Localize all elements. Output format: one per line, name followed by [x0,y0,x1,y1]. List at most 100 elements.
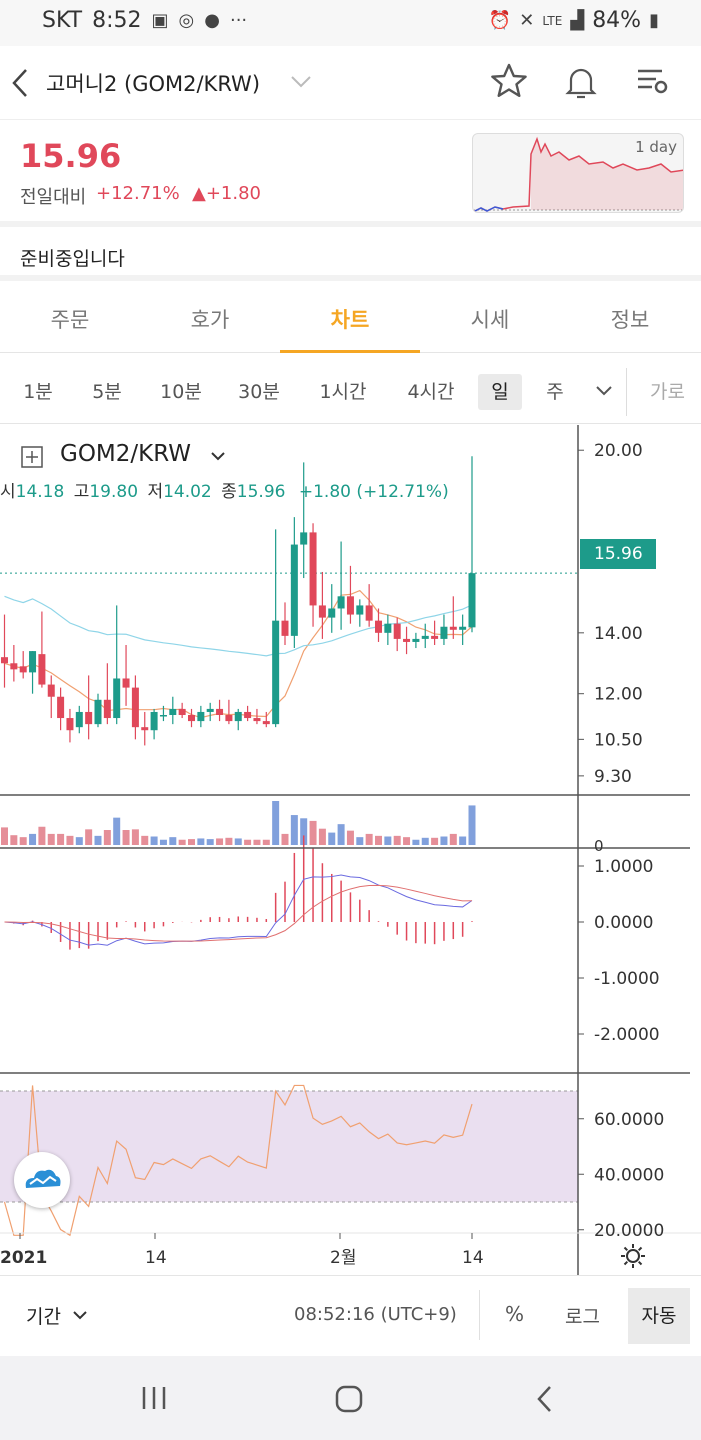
price-tick-label: 20.00 [594,441,643,461]
signal-icon: ▟ [570,10,585,31]
message-icon: ● [204,10,220,31]
interval-day[interactable]: 일 [478,374,522,410]
candle-body [244,711,252,719]
interval-more-icon[interactable] [594,384,614,398]
volume-bar [1,827,8,845]
volume-bar [253,839,261,845]
back-nav-icon[interactable] [534,1384,556,1414]
chart-canvas[interactable]: 20.00 14.00 12.00 10.50 9.30 0 1.0000 0.0000 -1.… [0,425,701,1275]
auto-button[interactable]: 자동 [628,1288,690,1344]
notice-text: 준비중입니다 [20,248,125,270]
tab-market[interactable]: 시세 [470,308,510,332]
candle-body [421,635,429,639]
candle-body [47,684,55,697]
candle-body [103,699,111,719]
tab-chart[interactable]: 차트 [330,308,370,332]
period-button[interactable]: 기간 [26,1306,61,1328]
volume-bar [440,836,448,845]
candle-body [234,711,242,722]
volume-bar [188,839,195,845]
volume-bar [10,835,18,845]
interval-30m[interactable]: 30분 [238,381,280,403]
candle-body [459,626,467,630]
macd-signal-line [4,884,473,942]
volume-bar [318,828,326,845]
volume-bar [159,839,167,845]
volume-bar [94,835,102,845]
close-label: 종 [221,482,237,502]
candle-body [375,620,382,633]
low-label: 저 [147,482,164,502]
price-section: 15.96 전일대비 +12.71% ▲+1.80 1 day [0,121,701,227]
ma-long-line [4,595,473,657]
open-value: 14.18 [15,482,65,502]
date-tick-label: 2월 [330,1248,356,1268]
page-title: 고머니2 (GOM2/KRW) [46,72,261,96]
back-arrow-icon[interactable] [8,66,32,100]
volume-bar [281,833,289,845]
volume-bar [150,836,158,845]
candle-body [150,711,158,731]
volume-bar [375,835,382,845]
interval-1h[interactable]: 1시간 [319,381,367,403]
mini-chart-label: 1 day [635,138,677,156]
bottom-toolbar: 기간 08:52:16 (UTC+9) % 로그 자동 [0,1275,701,1355]
symbol-chevron-icon[interactable] [210,451,226,463]
period-chevron-icon[interactable] [72,1310,88,1322]
current-price: 15.96 [20,137,122,175]
ohlc-legend: 시14.18 고19.80 저14.02 종15.96 +1.80 (+12.7… [0,477,449,502]
tab-info[interactable]: 정보 [610,308,650,332]
mini-chart[interactable]: 1 day [472,133,684,213]
candle-body [131,687,139,728]
close-value: 15.96 [236,482,286,502]
more-icon: ··· [229,10,248,31]
candle-body [66,718,74,731]
volume-bar [19,837,27,845]
interval-1m[interactable]: 1분 [23,381,53,403]
volume-bar [272,801,280,845]
home-icon[interactable] [334,1384,364,1414]
interval-week[interactable]: 주 [546,381,564,403]
carrier-text: SKT [42,8,83,33]
macd-tick-label: -2.0000 [594,1025,660,1045]
volume-bar [225,837,233,845]
candle-body [449,626,457,630]
volume-tick-label: 0 [594,837,604,855]
candle-body [85,711,93,725]
candle-body [94,699,102,725]
candle-body [440,626,448,639]
chart-area[interactable]: 20.00 14.00 12.00 10.50 9.30 0 1.0000 0.0000 -1.… [0,425,701,1275]
settings-list-icon[interactable] [636,66,670,96]
tradingview-logo[interactable] [14,1152,70,1208]
volume-bar [468,805,476,845]
log-button[interactable]: 로그 [565,1306,600,1328]
candle-body [468,573,476,628]
volume-bar [393,835,401,845]
chart-settings-icon[interactable] [620,1243,646,1269]
network-text: LTE [542,13,563,28]
interval-4h[interactable]: 4시간 [407,381,455,403]
interval-horizontal[interactable]: 가로 [650,381,685,403]
volume-bar [459,836,467,845]
bell-icon[interactable] [565,64,597,100]
system-nav-bar [0,1356,701,1440]
chart-symbol[interactable]: GOM2/KRW [60,441,192,467]
percent-button[interactable]: % [505,1302,525,1326]
candle-body [216,708,224,715]
chevron-down-icon[interactable] [290,74,312,90]
volume-bar [244,839,252,845]
star-icon[interactable] [490,62,528,100]
interval-5m[interactable]: 5분 [92,381,122,403]
current-price-badge: 15.96 [580,539,656,569]
timezone-time[interactable]: 08:52:16 (UTC+9) [294,1304,457,1325]
change-label: 전일대비 [20,187,87,208]
recent-apps-icon[interactable] [140,1384,168,1412]
change-pct: +12.71% [96,183,180,204]
tab-order[interactable]: 주문 [50,308,90,332]
add-indicator-icon[interactable] [20,445,44,469]
low-value: 14.02 [163,482,212,502]
volume-bar [449,833,457,845]
volume-bar [141,835,149,845]
tab-orderbook[interactable]: 호가 [190,308,230,332]
interval-10m[interactable]: 10분 [160,381,202,403]
